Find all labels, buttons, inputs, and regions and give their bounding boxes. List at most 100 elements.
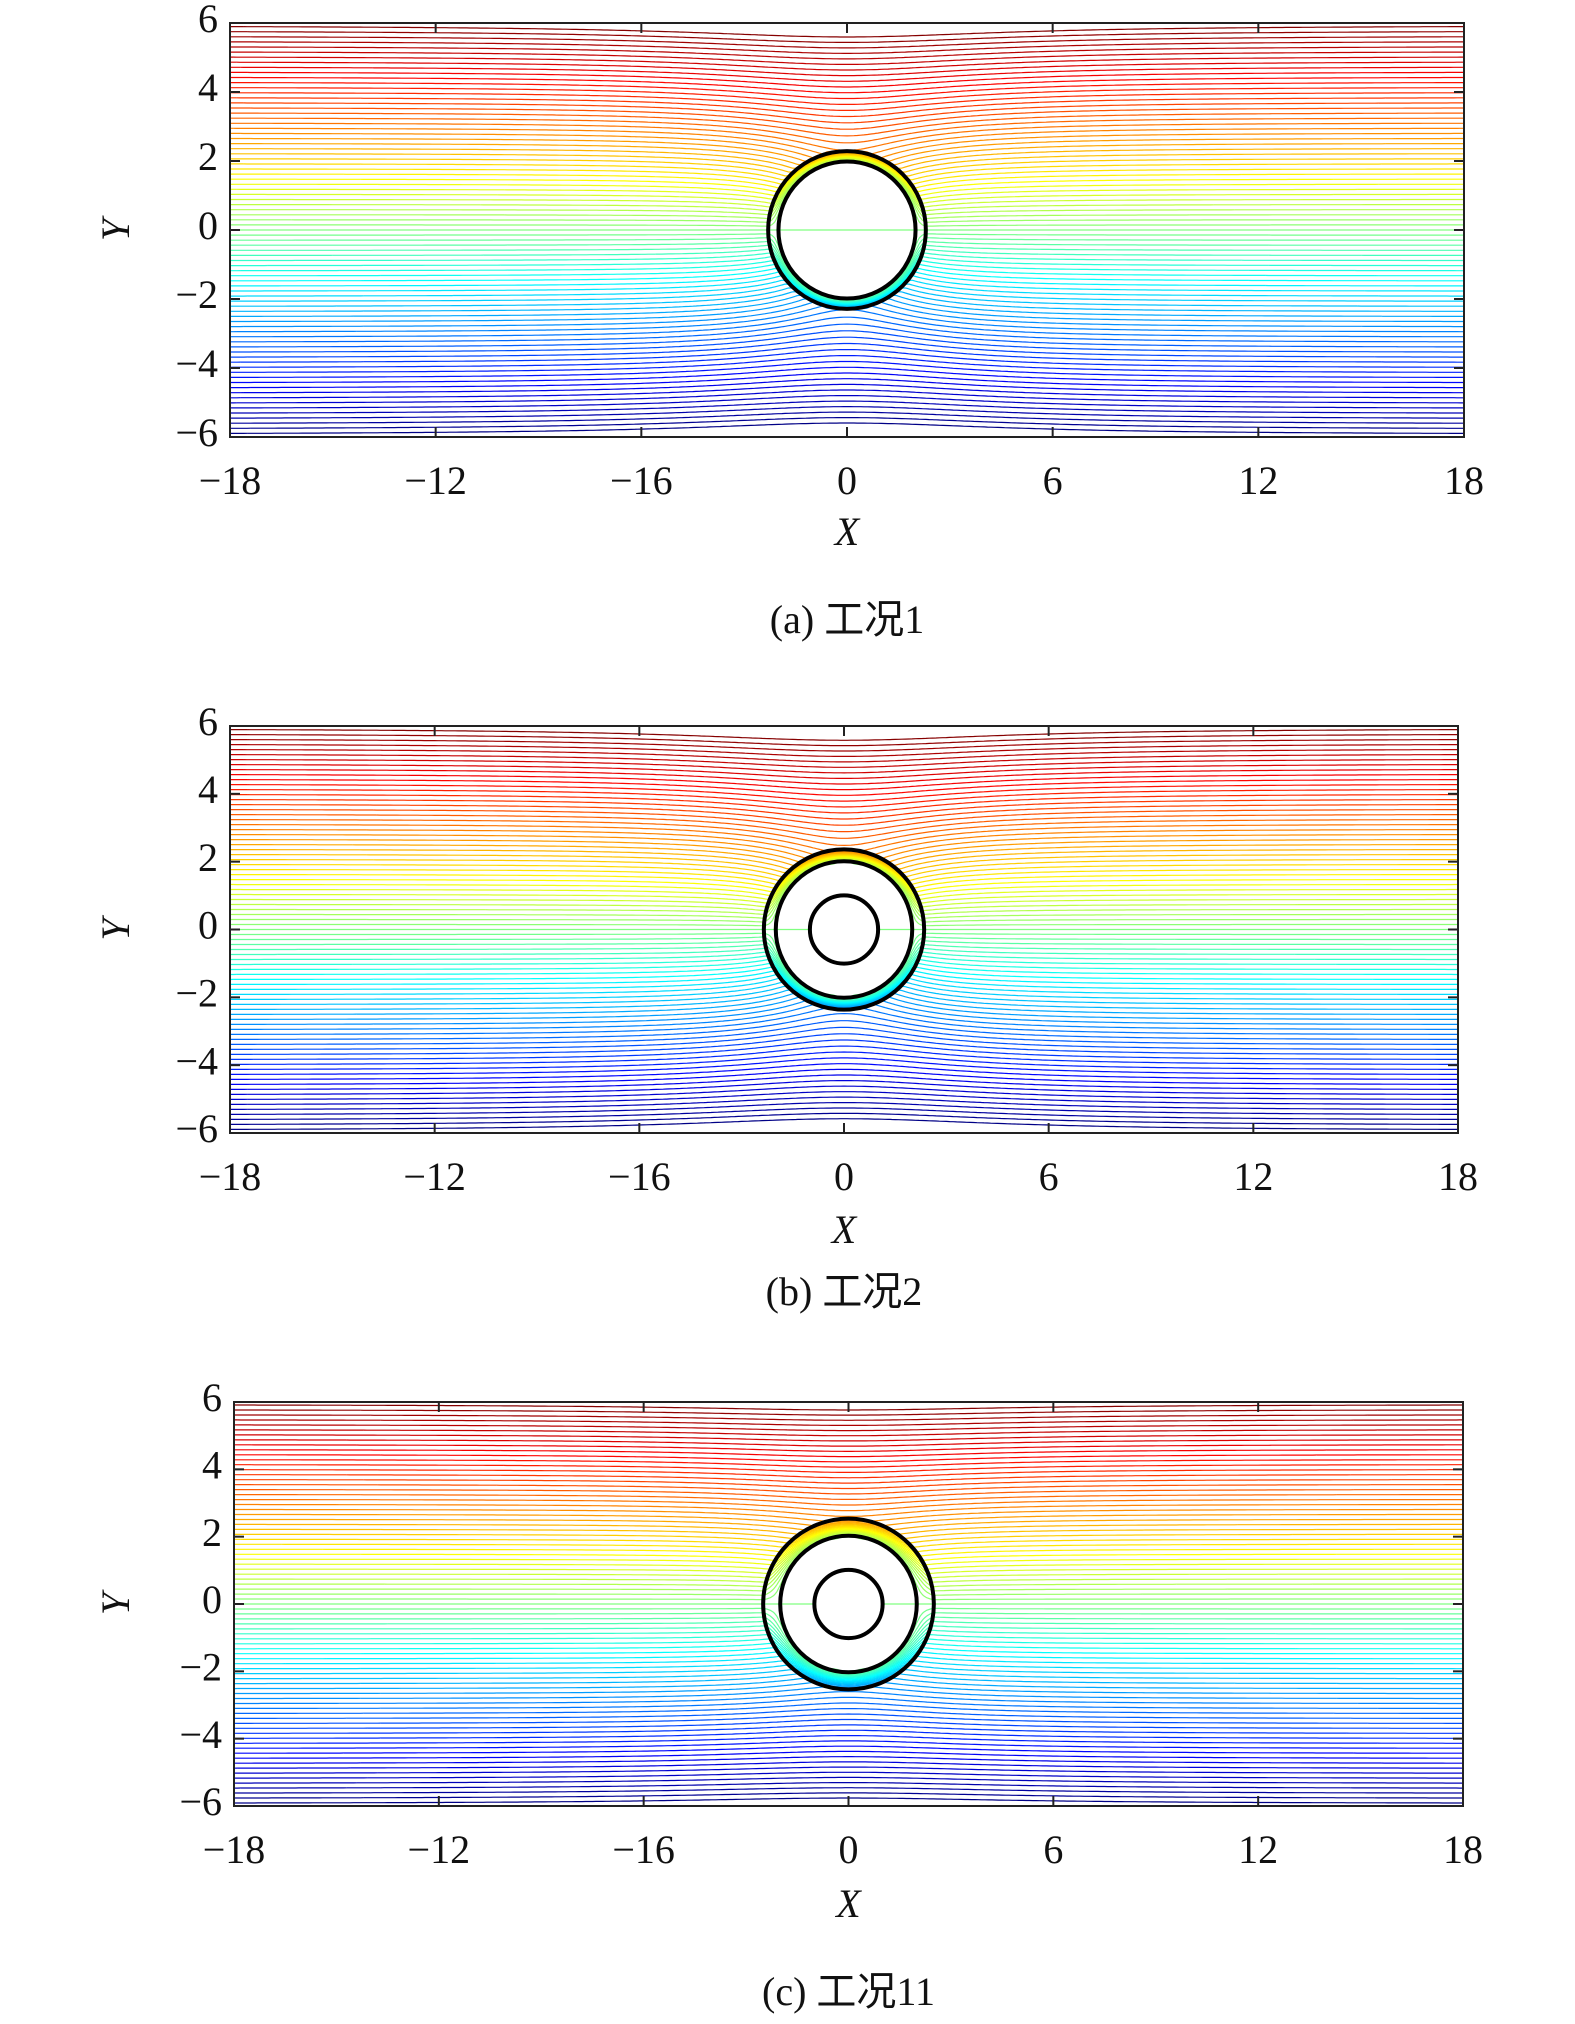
contour-line (230, 366, 1464, 384)
contour-line (234, 1681, 1463, 1695)
contour-line (234, 1691, 1463, 1705)
contour-line (229, 349, 1465, 368)
contour-line (230, 417, 1464, 429)
contour-line (230, 829, 1458, 855)
contour-line (230, 985, 1458, 1006)
x-tick-label: 12 (1238, 458, 1278, 503)
contour-line (230, 102, 1464, 124)
contour-line (230, 857, 1458, 904)
contour-line (233, 1677, 1464, 1690)
y-tick-label: 4 (198, 65, 218, 110)
x-tick-label: 12 (1238, 1827, 1278, 1872)
contour-line (234, 1620, 1463, 1675)
contour-line (234, 1444, 1463, 1452)
contour-line (234, 1530, 1463, 1574)
x-tick-label: 0 (837, 458, 857, 503)
contour-line (234, 1638, 1463, 1679)
contour-line (230, 97, 1464, 118)
x-tick-label: 6 (1043, 1827, 1063, 1872)
contour-line (230, 779, 1458, 796)
y-tick-label: 6 (198, 0, 218, 41)
contour-line (230, 156, 1464, 200)
contour-line (230, 66, 1464, 82)
contour-line (234, 1533, 1463, 1588)
contour-line (234, 1686, 1463, 1700)
y-tick-label: −2 (179, 1645, 222, 1690)
contour-line (230, 744, 1458, 757)
y-tick-label: −4 (175, 341, 218, 386)
contour-line (230, 729, 1458, 741)
y-tick-label: 0 (198, 203, 218, 248)
x-tick-label: −12 (403, 1154, 466, 1199)
contour-line (230, 154, 1464, 181)
contour-line (234, 1474, 1463, 1484)
contour-line (230, 853, 1458, 874)
contour-line (230, 951, 1458, 1001)
y-tick-label: −4 (179, 1712, 222, 1757)
contour-line (234, 1527, 1463, 1557)
contour-line (234, 1489, 1463, 1500)
contour-line (230, 944, 1458, 1000)
contour-line (230, 143, 1464, 166)
contour-line (230, 759, 1458, 774)
contour-line (230, 1033, 1458, 1055)
x-tick-label: 12 (1233, 1154, 1273, 1199)
contour-line (234, 1660, 1463, 1683)
contour-line (234, 1499, 1463, 1512)
boundary-circle (773, 859, 915, 1000)
contour-line (234, 1531, 1463, 1579)
contour-line (234, 1756, 1463, 1764)
contour-line (234, 1673, 1463, 1686)
contour-line (234, 1625, 1463, 1676)
contour-line (230, 1013, 1458, 1040)
contour-line (234, 1434, 1463, 1442)
contour-line (230, 155, 1464, 193)
contour-line (230, 858, 1458, 908)
panel: −18 −12 −16 0 6 12 18 −6 −4 −2 0 2 4 6 X Y (b) 工况2 (93, 699, 1478, 1314)
contour-line (230, 323, 1464, 348)
contour-line (234, 1750, 1463, 1759)
contour-line (233, 1761, 1464, 1769)
contour-line (230, 1102, 1458, 1115)
contour-line (234, 1669, 1463, 1685)
contour-line (230, 160, 1464, 227)
contour-line (230, 1004, 1458, 1030)
contour-line (234, 1523, 1463, 1539)
contour-line (230, 372, 1464, 389)
x-axis-label: X (834, 1881, 862, 1926)
x-tick-label: 6 (1039, 1154, 1059, 1199)
contour-line (234, 1634, 1463, 1678)
contour-line (234, 1735, 1463, 1744)
contour-line (230, 1068, 1458, 1085)
contour-line (230, 36, 1464, 49)
boundary-circle (807, 893, 881, 966)
contour-line (230, 1080, 1458, 1095)
contour-line (234, 1479, 1463, 1490)
contour-line (234, 1702, 1463, 1714)
contour-line (234, 1484, 1463, 1495)
panel: −18 −12 −16 0 6 12 18 −6 −4 −2 0 2 4 6 X Y (c) 工况11 (93, 1375, 1483, 2014)
contour-line (230, 993, 1458, 1015)
contour-line (234, 1713, 1463, 1724)
contour-line (234, 1708, 1463, 1719)
contour-line (234, 1528, 1463, 1566)
contour-line (230, 117, 1464, 144)
x-tick-label: 0 (839, 1827, 859, 1872)
contour-line (234, 1524, 1463, 1544)
y-tick-label: 4 (198, 767, 218, 812)
contour-line (230, 774, 1458, 791)
y-tick-label: 2 (198, 835, 218, 880)
contour-line (234, 1629, 1463, 1677)
x-tick-label: −16 (608, 1154, 671, 1199)
boundary-circle (812, 1567, 885, 1641)
contour-line (230, 854, 1458, 882)
contour-line (234, 1529, 1463, 1570)
contour-line (234, 1642, 1463, 1680)
contour-line (233, 1439, 1464, 1447)
contour-line (230, 76, 1464, 94)
contour-line (234, 1655, 1463, 1682)
y-tick-label: 2 (198, 134, 218, 179)
contour-line (234, 1522, 1463, 1535)
y-axis-label: Y (93, 215, 138, 241)
